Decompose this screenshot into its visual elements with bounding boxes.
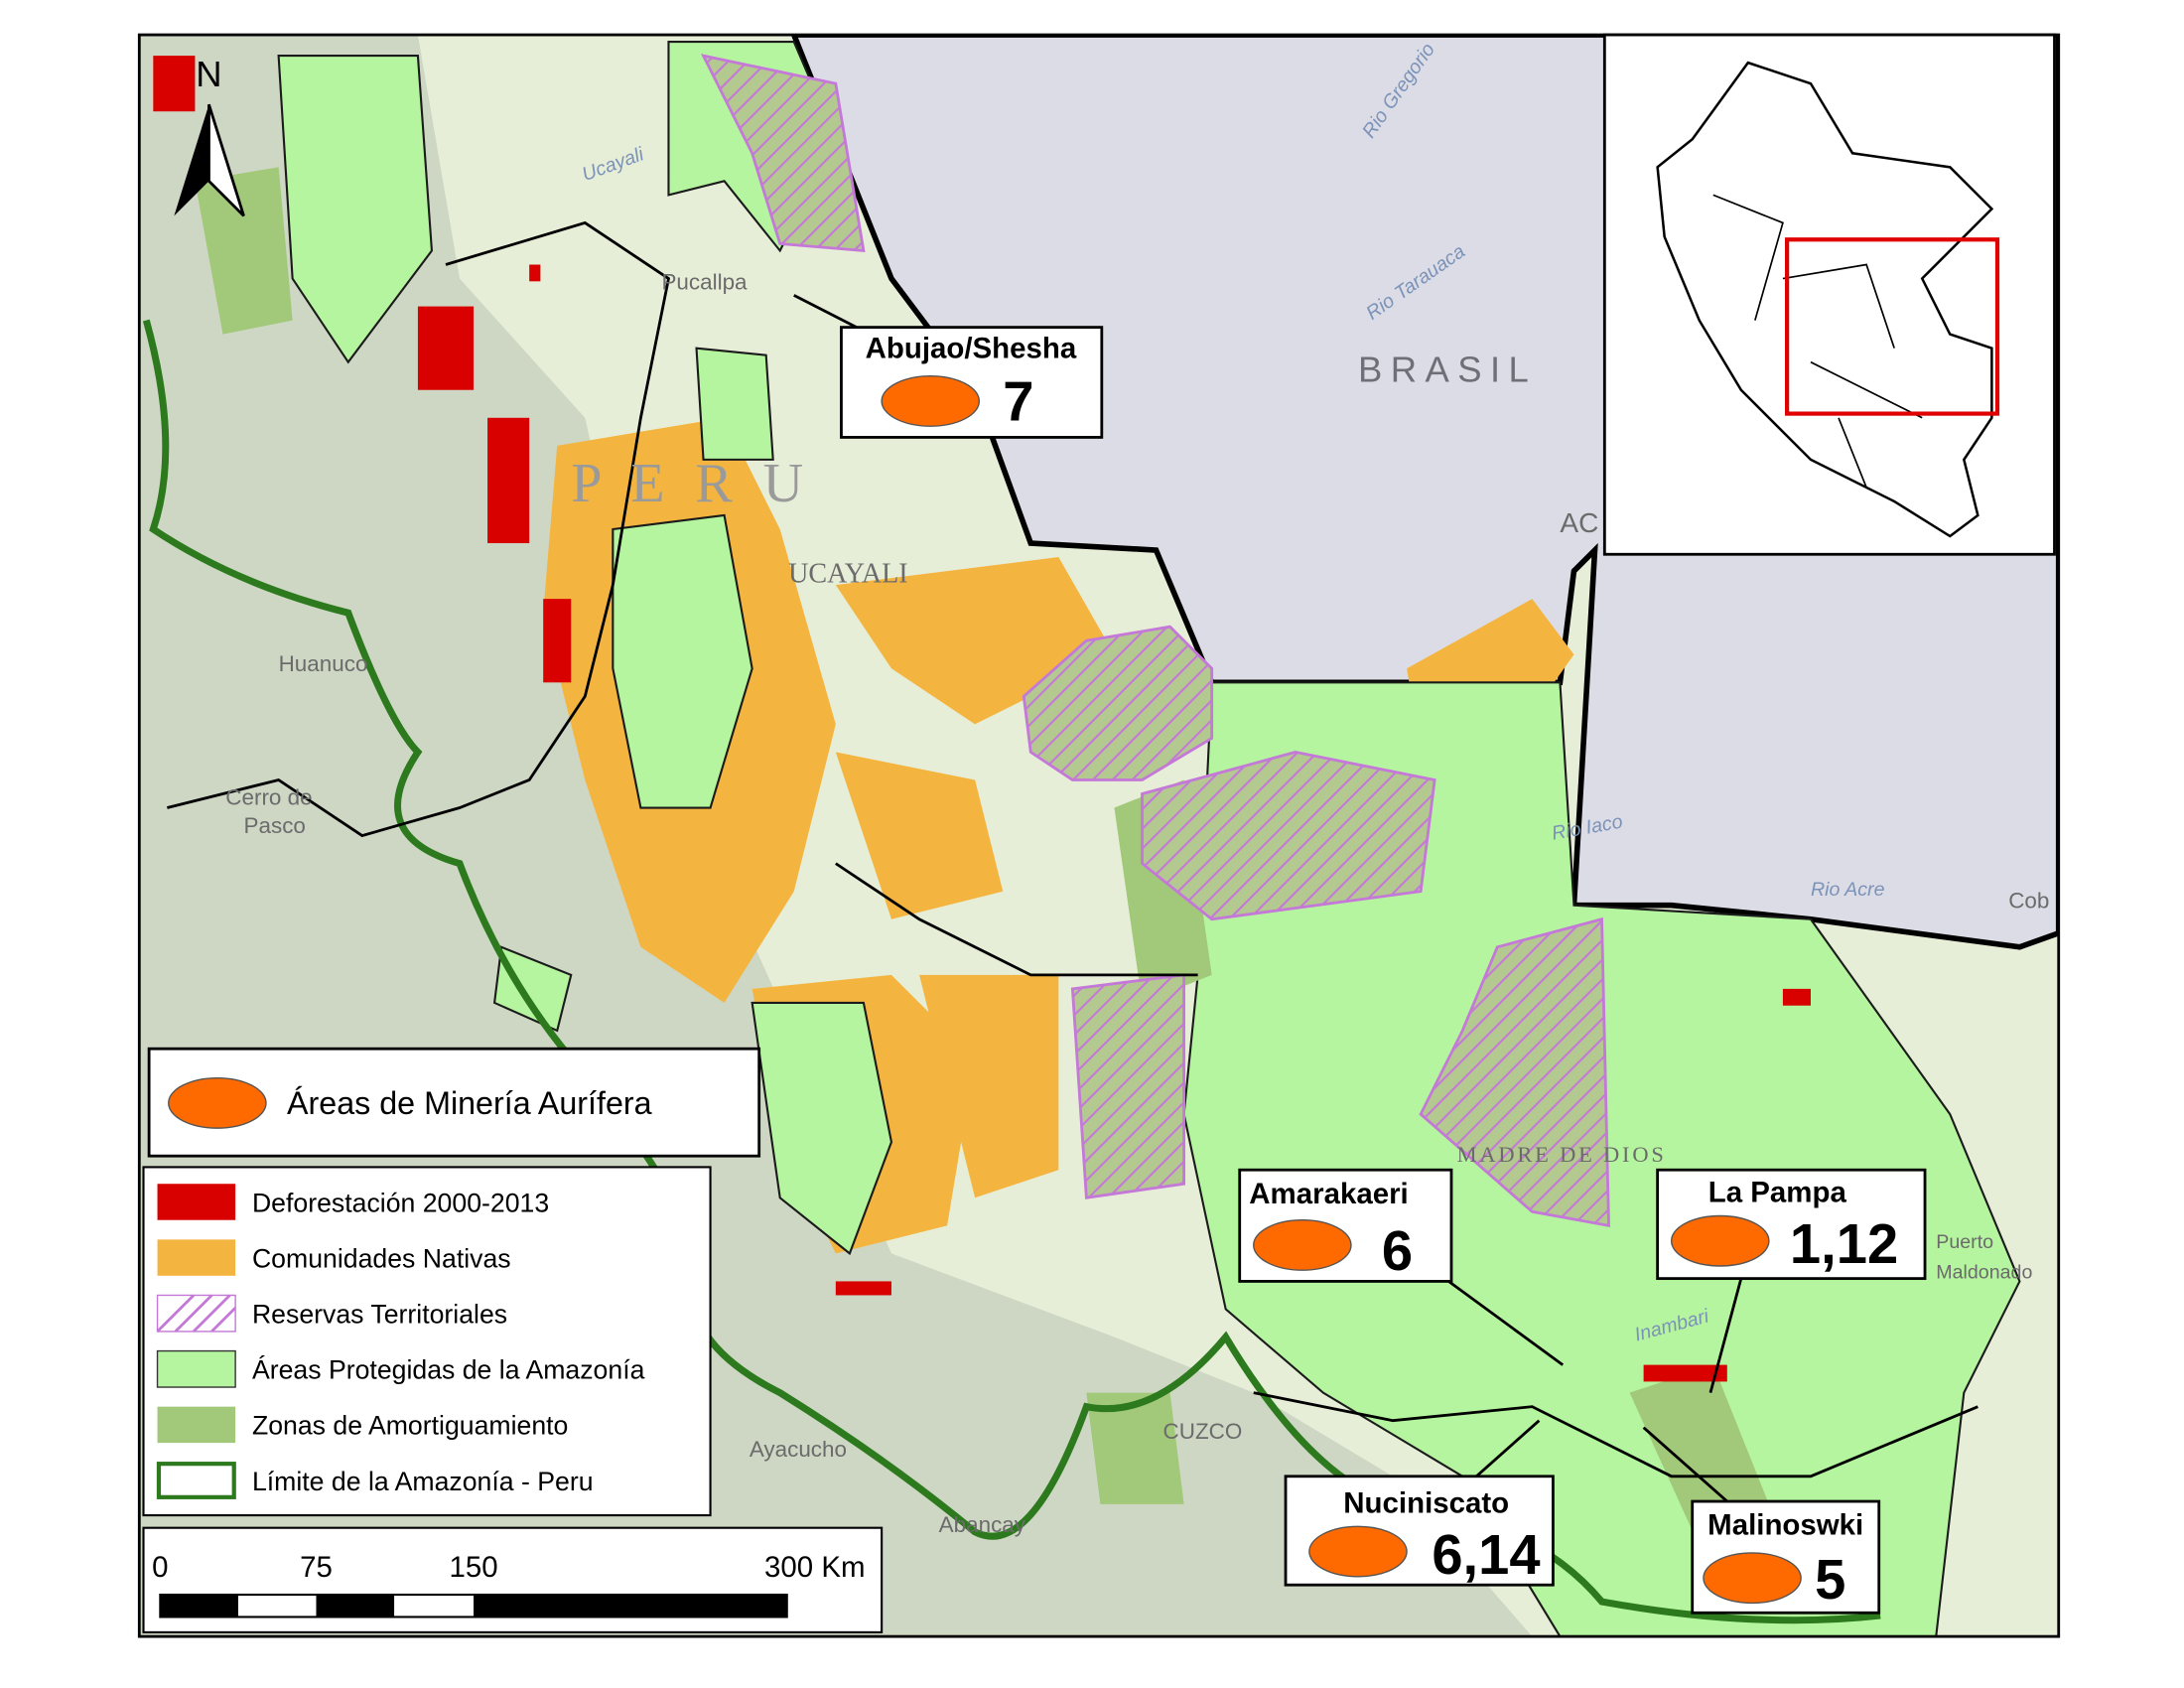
map-label: AC xyxy=(1560,507,1598,538)
callout-name: La Pampa xyxy=(1708,1176,1847,1208)
mining-marker xyxy=(1253,1219,1352,1271)
map-label: Cob xyxy=(2008,889,2049,914)
legend-label: Límite de la Amazonía - Peru xyxy=(252,1467,594,1496)
map-label: P E R U xyxy=(571,453,811,514)
scale-label: 150 xyxy=(449,1551,497,1584)
map-label: Huanuco xyxy=(279,651,368,676)
legend-swatch xyxy=(156,1349,236,1388)
legend-label: Áreas de Minería Aurífera xyxy=(287,1085,652,1121)
legend-mining: Áreas de Minería Aurífera xyxy=(147,1047,761,1158)
legend-label: Comunidades Nativas xyxy=(252,1243,511,1273)
scale-bar: 0 75 150 300 Km xyxy=(142,1526,884,1633)
callout-value: 5 xyxy=(1815,1548,1845,1611)
map-frame xyxy=(137,33,2061,1638)
callouts: Abujao/Shesha 7 Amarakaeri 6 La Pampa 1,… xyxy=(793,294,1927,1615)
legend-label: Deforestación 2000-2013 xyxy=(252,1188,549,1217)
map-label: Cerro de xyxy=(225,785,312,810)
callout-name: Abujao/Shesha xyxy=(866,332,1077,364)
legend-swatch xyxy=(157,1406,236,1444)
map-label: Rio Acre xyxy=(1811,879,1885,901)
mining-marker xyxy=(1703,1552,1802,1605)
legend-swatch xyxy=(156,1462,236,1499)
territorial-reserves xyxy=(700,54,1610,1228)
map-label: Pucallpa xyxy=(661,270,748,295)
mining-marker xyxy=(1308,1525,1408,1578)
callout-name: Nuciniscato xyxy=(1343,1486,1509,1519)
map-label: Abancay xyxy=(939,1512,1026,1537)
inset-map xyxy=(1602,33,2056,556)
map-label: UCAYALI xyxy=(788,558,908,589)
map-label: Ayacucho xyxy=(750,1437,847,1462)
callout-value: 1,12 xyxy=(1790,1212,1898,1275)
mining-marker xyxy=(881,375,981,427)
legend-swatch xyxy=(157,1184,236,1220)
map-label: Puerto xyxy=(1936,1231,1993,1253)
callout-name: Malinoswki xyxy=(1707,1509,1863,1542)
callout-name: Amarakaeri xyxy=(1249,1178,1408,1210)
north-arrow: N xyxy=(174,54,245,217)
boundaries xyxy=(167,220,1979,1478)
callout-value: 7 xyxy=(1003,370,1033,433)
map-label: Maldonado xyxy=(1936,1262,2032,1284)
scale-label: 75 xyxy=(300,1551,333,1584)
callout-value: 6 xyxy=(1382,1219,1413,1282)
map-label: CUZCO xyxy=(1163,1419,1243,1444)
map-label: BRASIL xyxy=(1358,349,1537,389)
mining-marker xyxy=(1670,1214,1770,1267)
callout-value: 6,14 xyxy=(1432,1523,1540,1586)
map-label: Pasco xyxy=(244,813,306,838)
scale-label: 0 xyxy=(152,1551,168,1584)
legend-hatch xyxy=(156,1294,237,1333)
callout-box xyxy=(840,326,1104,439)
legend-label: Áreas Protegidas de la Amazonía xyxy=(252,1355,645,1385)
map-label: MADRE DE DIOS xyxy=(1457,1142,1667,1167)
legend-label: Zonas de Amortiguamiento xyxy=(252,1411,568,1441)
north-label: N xyxy=(196,54,221,94)
legend-label: Reservas Territoriales xyxy=(252,1300,507,1330)
legend-swatch xyxy=(157,1239,236,1276)
deforestation xyxy=(153,56,1811,1382)
scale-label: 300 Km xyxy=(764,1551,865,1584)
legend: Deforestación 2000-2013 Comunidades Nati… xyxy=(142,1166,712,1517)
